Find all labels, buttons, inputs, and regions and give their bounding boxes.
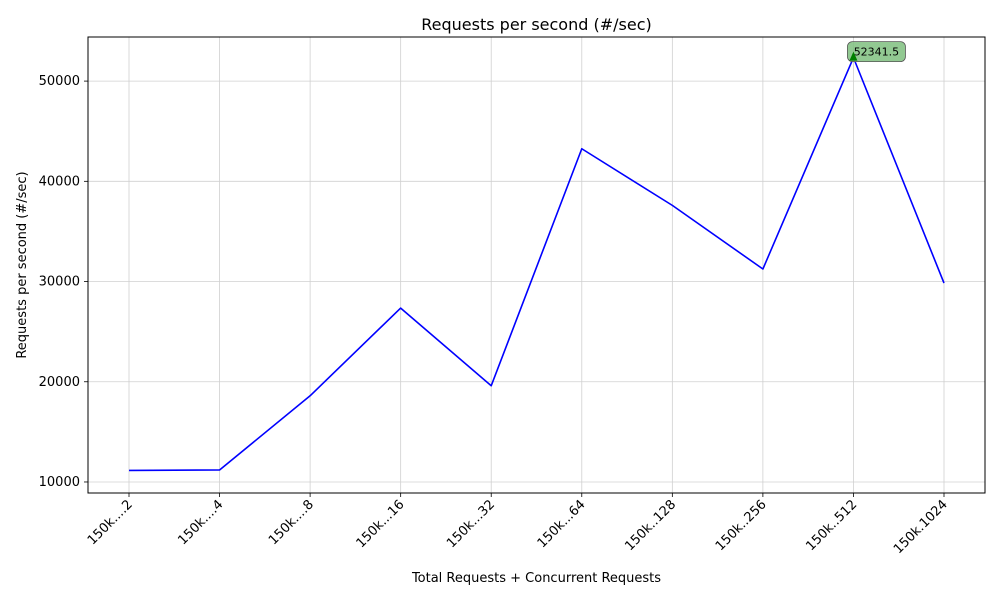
series-layer	[129, 58, 944, 471]
x-axis-ticks: 150k....2 150k....4 150k....8 150k...16 150k…	[85, 493, 951, 557]
x-axis-label: Total Requests + Concurrent Requests	[411, 571, 661, 586]
x-tick-label: 150k.1024	[891, 497, 951, 557]
y-tick-label: 40000	[39, 174, 80, 189]
y-tick-label: 20000	[39, 375, 80, 390]
x-tick-label: 150k....4	[175, 497, 226, 548]
grid	[88, 37, 985, 493]
plot-area	[88, 37, 985, 493]
y-tick-label: 10000	[39, 475, 80, 490]
x-tick-label: 150k....2	[85, 497, 136, 548]
x-tick-label: 150k...64	[535, 497, 589, 551]
series-line	[129, 58, 944, 471]
x-tick-label: 150k..256	[713, 497, 770, 554]
y-axis-label: Requests per second (#/sec)	[15, 171, 30, 358]
x-tick-label: 150k...32	[444, 497, 498, 551]
x-tick-label: 150k..128	[622, 497, 679, 554]
y-axis-ticks: 10000 20000 30000 40000 50000	[39, 74, 88, 490]
y-tick-label: 30000	[39, 275, 80, 290]
annotation-label: 52341.5	[854, 46, 900, 59]
annotation-layer: 52341.5	[847, 42, 905, 62]
x-tick-label: 150k..512	[803, 497, 860, 554]
x-tick-label: 150k...16	[354, 497, 408, 551]
chart-title: Requests per second (#/sec)	[421, 15, 651, 34]
x-tick-label: 150k....8	[266, 497, 317, 548]
y-tick-label: 50000	[39, 74, 80, 89]
